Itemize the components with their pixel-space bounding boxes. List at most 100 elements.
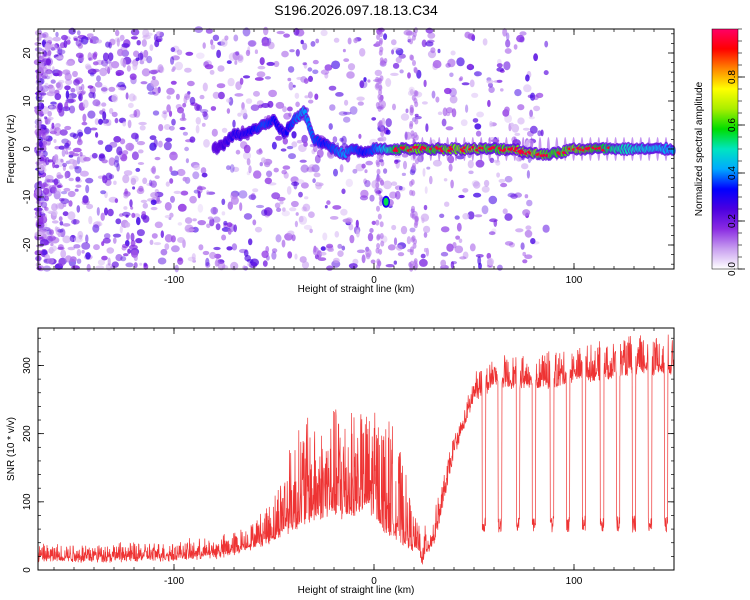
noise-blob bbox=[150, 206, 158, 211]
noise-blob bbox=[324, 64, 333, 71]
noise-blob bbox=[53, 178, 59, 186]
noise-blob bbox=[95, 39, 103, 44]
noise-blob bbox=[173, 190, 182, 194]
noise-blob bbox=[168, 110, 173, 117]
noise-blob bbox=[246, 158, 251, 166]
noise-blob bbox=[383, 180, 392, 190]
noise-blob bbox=[517, 104, 525, 111]
noise-blob bbox=[387, 244, 396, 251]
noise-blob bbox=[150, 199, 157, 206]
noise-blob bbox=[42, 187, 50, 195]
noise-blob bbox=[170, 47, 176, 53]
y-tick-label: 0 bbox=[22, 146, 33, 152]
noise-blob bbox=[96, 207, 100, 216]
noise-blob bbox=[513, 44, 518, 50]
streak-blob bbox=[414, 118, 419, 125]
noise-blob bbox=[313, 145, 318, 153]
noise-blob bbox=[121, 243, 129, 249]
noise-blob bbox=[414, 113, 419, 117]
noise-blob bbox=[328, 85, 337, 91]
noise-blob bbox=[106, 247, 115, 254]
noise-blob bbox=[64, 171, 68, 179]
noise-blob bbox=[324, 205, 328, 209]
noise-blob bbox=[333, 37, 340, 43]
noise-blob bbox=[176, 168, 186, 177]
noise-blob bbox=[47, 235, 56, 242]
noise-blob bbox=[53, 139, 57, 143]
noise-blob bbox=[182, 131, 188, 136]
noise-blob bbox=[332, 205, 342, 210]
noise-blob bbox=[454, 245, 464, 254]
noise-blob bbox=[262, 260, 268, 267]
noise-blob bbox=[287, 66, 295, 73]
noise-blob bbox=[109, 108, 114, 114]
noise-blob bbox=[73, 244, 81, 249]
noise-blob bbox=[143, 262, 147, 267]
noise-blob bbox=[40, 201, 48, 208]
noise-blob bbox=[447, 58, 456, 68]
noise-blob bbox=[392, 47, 402, 51]
noise-blob bbox=[49, 104, 53, 109]
noise-blob bbox=[271, 248, 278, 253]
noise-blob bbox=[275, 135, 283, 141]
noise-blob bbox=[192, 218, 197, 222]
noise-blob bbox=[450, 50, 456, 56]
noise-blob bbox=[504, 106, 510, 113]
noise-blob bbox=[151, 233, 158, 239]
noise-blob bbox=[64, 101, 69, 110]
noise-blob bbox=[54, 145, 61, 150]
noise-blob bbox=[200, 109, 209, 114]
noise-blob bbox=[221, 198, 226, 205]
noise-blob bbox=[226, 60, 232, 64]
noise-blob bbox=[101, 102, 107, 107]
noise-blob bbox=[308, 164, 317, 172]
noise-blob bbox=[282, 165, 291, 170]
noise-blob bbox=[212, 216, 221, 223]
noise-blob bbox=[360, 189, 369, 198]
noise-blob bbox=[132, 62, 138, 71]
streak-blob bbox=[375, 247, 380, 254]
noise-blob bbox=[154, 175, 160, 180]
noise-blob bbox=[468, 63, 473, 69]
x-tick-label: 0 bbox=[371, 576, 377, 587]
noise-blob bbox=[289, 49, 295, 53]
streak-blob bbox=[378, 39, 383, 46]
noise-blob bbox=[445, 63, 451, 68]
noise-blob bbox=[214, 259, 219, 267]
noise-blob bbox=[217, 261, 226, 271]
noise-blob bbox=[217, 65, 225, 72]
noise-blob bbox=[151, 69, 161, 73]
noise-blob bbox=[303, 78, 309, 84]
noise-blob bbox=[109, 38, 116, 46]
noise-blob bbox=[88, 91, 95, 99]
noise-blob bbox=[444, 87, 452, 95]
noise-blob bbox=[193, 164, 201, 171]
noise-blob bbox=[55, 56, 64, 60]
noise-blob bbox=[122, 121, 127, 127]
noise-blob bbox=[81, 199, 90, 205]
noise-blob bbox=[133, 110, 138, 118]
noise-blob bbox=[477, 256, 482, 266]
noise-blob bbox=[302, 42, 308, 51]
noise-blob bbox=[464, 31, 471, 39]
noise-blob bbox=[423, 204, 428, 211]
noise-blob bbox=[359, 48, 366, 57]
noise-blob bbox=[247, 262, 251, 267]
colorbar-tick-label: 0.4 bbox=[727, 166, 738, 180]
noise-blob bbox=[371, 117, 377, 121]
streak-blob bbox=[377, 213, 382, 220]
noise-blob bbox=[255, 204, 265, 209]
noise-blob bbox=[261, 103, 270, 108]
noise-blob bbox=[519, 36, 525, 43]
noise-blob bbox=[346, 71, 355, 79]
noise-blob bbox=[332, 136, 338, 143]
noise-blob bbox=[473, 181, 481, 189]
noise-blob bbox=[256, 71, 266, 78]
noise-blob bbox=[515, 156, 522, 162]
noise-blob bbox=[80, 90, 86, 95]
noise-blob bbox=[275, 234, 282, 243]
noise-blob bbox=[77, 131, 84, 137]
noise-blob bbox=[39, 109, 43, 116]
noise-blob bbox=[170, 80, 177, 85]
